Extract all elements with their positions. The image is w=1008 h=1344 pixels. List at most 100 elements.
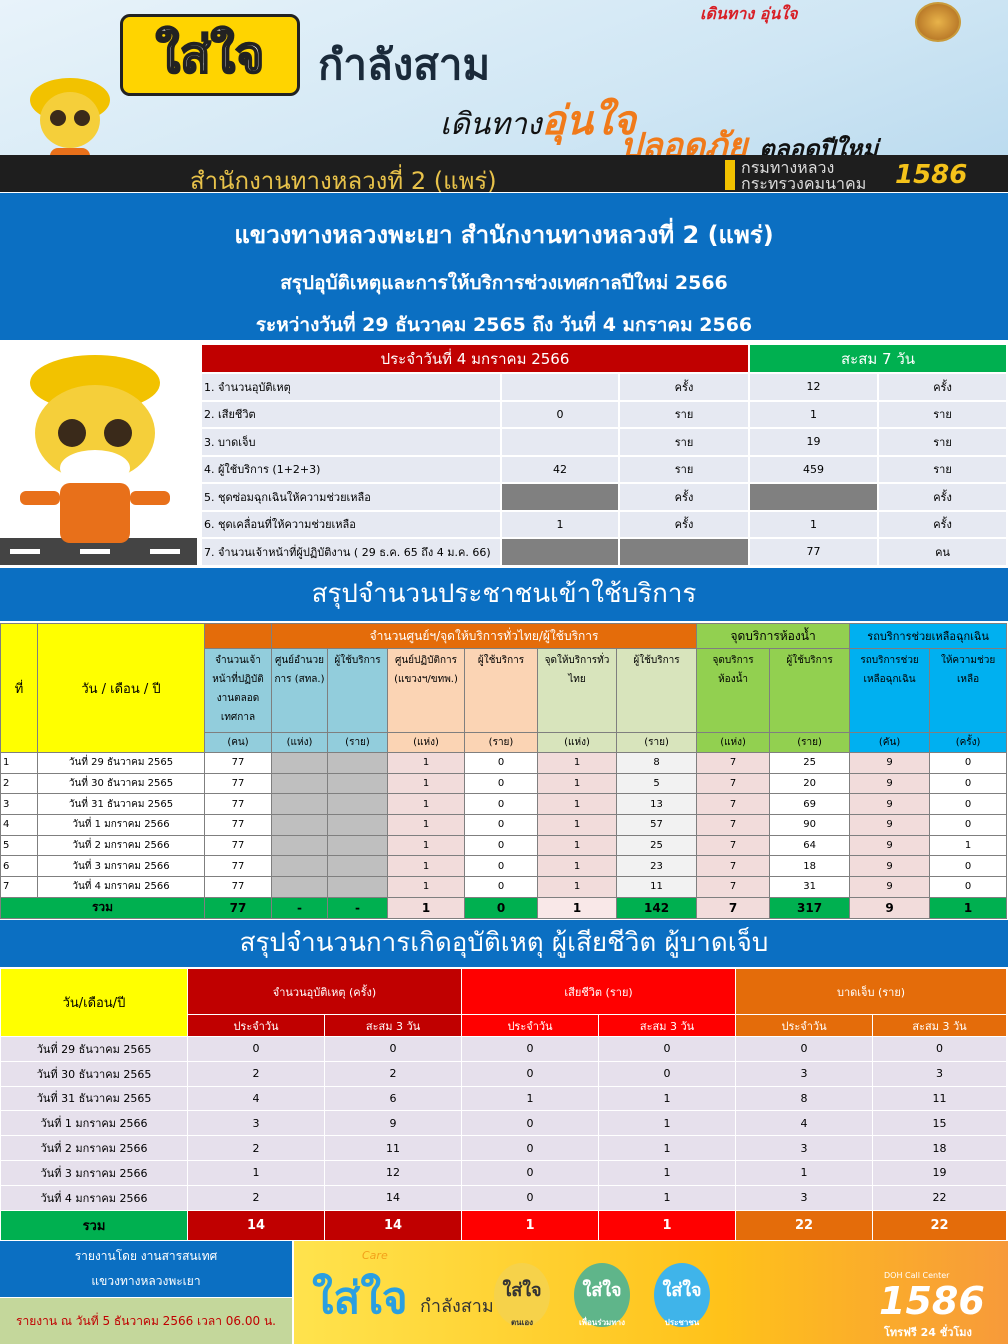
summary-daily xyxy=(500,537,620,567)
row-number: 1 xyxy=(0,752,38,774)
title-line2: สรุปอุบัติเหตุและการให้บริการช่วงเทศกาลป… xyxy=(280,272,728,294)
mascot-image xyxy=(30,78,110,188)
cell: 77 xyxy=(204,814,272,836)
summary-label: 2. เสียชีวิต xyxy=(200,399,502,429)
service-heading: สรุปจำนวนประชาชนเข้าใช้บริการ xyxy=(0,568,1008,621)
row-date: วันที่ 4 มกราคม 2566 xyxy=(37,876,205,898)
total-cell: 9 xyxy=(849,896,931,919)
cell: 1 xyxy=(387,855,465,878)
cell: 0 xyxy=(929,793,1008,816)
cell: 57 xyxy=(615,814,698,836)
reporter-line1: รายงานโดย งานสารสนเทศ xyxy=(74,1249,218,1263)
summary-daily: 1 xyxy=(500,509,620,539)
subheader: สะสม 3 วัน xyxy=(872,1014,1008,1037)
cell: 0 xyxy=(461,1036,600,1062)
cell: 0 xyxy=(929,876,1008,898)
cell: 20 xyxy=(769,772,851,795)
total-cell: 1 xyxy=(598,1209,737,1241)
circle-3-sub: ประชาชน xyxy=(664,1318,700,1327)
cell: 9 xyxy=(849,814,931,836)
total-cell: 1 xyxy=(387,896,465,919)
table-row: วันที่ 31 ธันวาคม 2565 4 6 1 1 8 11 xyxy=(0,1085,1008,1112)
cell: 1 xyxy=(537,772,617,795)
cell: 18 xyxy=(769,855,851,878)
row-date: วันที่ 31 ธันวาคม 2565 xyxy=(0,1085,188,1112)
row-date: วันที่ 1 มกราคม 2566 xyxy=(0,1110,188,1137)
cell: 77 xyxy=(204,793,272,816)
row-number: 4 xyxy=(0,814,38,836)
cell: 0 xyxy=(929,752,1008,774)
header-blank xyxy=(204,623,272,649)
total-cell: 14 xyxy=(323,1209,463,1241)
group-injuries: บาดเจ็บ (ราย) xyxy=(735,968,1008,1015)
cell: 25 xyxy=(769,752,851,774)
cell: 18 xyxy=(872,1135,1008,1161)
unit-label: (ราย) xyxy=(615,732,698,753)
total-cell: 317 xyxy=(769,896,851,919)
brand-sub: กำลังสาม xyxy=(420,1296,494,1317)
cell: 8 xyxy=(735,1085,874,1112)
accident-table: วัน/เดือน/ปี จำนวนอุบัติเหตุ (ครั้ง) เสี… xyxy=(0,968,1008,1241)
table-row: วันที่ 30 ธันวาคม 2565 2 2 0 0 3 3 xyxy=(0,1060,1008,1087)
reporter-line2: แขวงทางหลวงพะเยา xyxy=(91,1274,201,1288)
circle-1: ใส่ใจ ตนเอง xyxy=(494,1263,550,1327)
cell: 11 xyxy=(872,1085,1008,1112)
department-seal-icon xyxy=(915,2,961,42)
cell: 1 xyxy=(929,834,1008,857)
summary-row: 6. ชุดเคลื่อนที่ให้ความช่วยเหลือ 1 ครั้ง 1 ค… xyxy=(200,509,1008,539)
table-row: 3 วันที่ 31 ธันวาคม 2565 77 1 0 1 13 7 69 9 0 xyxy=(0,793,1008,816)
cell: 0 xyxy=(461,1110,600,1137)
cell: 1 xyxy=(537,876,617,898)
cell: 0 xyxy=(464,834,538,857)
row-date: วันที่ 1 มกราคม 2566 xyxy=(37,814,205,836)
summary-unit: ราย xyxy=(618,399,750,429)
subheader: ศูนย์อำนวยการ (สทล.) xyxy=(271,648,328,733)
subheader: จุดให้บริการทั่วไทย xyxy=(537,648,617,733)
summary-cum: 1 xyxy=(748,509,879,539)
table-row: 5 วันที่ 2 มกราคม 2566 77 1 0 1 25 7 64 9 1 xyxy=(0,834,1008,857)
cell: 77 xyxy=(204,834,272,857)
summary-row: 1. จำนวนอุบัติเหตุ ครั้ง 12 ครั้ง xyxy=(200,372,1008,402)
cell xyxy=(327,772,388,795)
cell: 0 xyxy=(464,876,538,898)
unit-label: (ครั้ง) xyxy=(929,732,1008,753)
unit-label: (แห่ง) xyxy=(387,732,465,753)
cell: 0 xyxy=(464,752,538,774)
reporter-box: รายงานโดย งานสารสนเทศ แขวงทางหลวงพะเยา xyxy=(0,1241,292,1297)
cell xyxy=(271,855,328,878)
brand-care: Care xyxy=(362,1249,388,1262)
summary-label: 6. ชุดเคลื่อนที่ให้ความช่วยเหลือ xyxy=(200,509,502,539)
row-date: วันที่ 2 มกราคม 2566 xyxy=(37,834,205,857)
banner-line1: กำลังสาม xyxy=(318,40,491,89)
group-rescue: รถบริการช่วยเหลือฉุกเฉิน xyxy=(849,623,1008,649)
title-line1: แขวงทางหลวงพะเยา สำนักงานทางหลวงที่ 2 (แ… xyxy=(234,221,774,249)
brand-logo: ใส่ใจ xyxy=(312,1273,408,1324)
cell: 31 xyxy=(769,876,851,898)
report-time: รายงาน ณ วันที่ 5 ธันวาคม 2566 เวลา 06.0… xyxy=(0,1298,292,1344)
cell: 77 xyxy=(204,855,272,878)
row-date: วันที่ 30 ธันวาคม 2565 xyxy=(37,772,205,795)
circle-3-label: ใส่ใจ xyxy=(662,1280,702,1301)
cell: 9 xyxy=(849,855,931,878)
summary-cum: 459 xyxy=(748,454,879,484)
cell xyxy=(271,834,328,857)
cell: 3 xyxy=(735,1184,874,1211)
cell: 1 xyxy=(537,834,617,857)
footer-hotline-sub: โทรฟรี 24 ชั่วโมง xyxy=(884,1326,972,1339)
summary-cum-unit: ครั้ง xyxy=(876,372,1008,402)
col-date: วัน / เดือน / ปี xyxy=(37,623,205,753)
summary-unit: ราย xyxy=(618,454,750,484)
cell: 0 xyxy=(461,1060,600,1087)
cell: 1 xyxy=(461,1085,600,1112)
unit-label: (แห่ง) xyxy=(537,732,617,753)
cell: 3 xyxy=(872,1060,1008,1087)
accident-heading: สรุปจำนวนการเกิดอุบัติเหตุ ผู้เสียชีวิต … xyxy=(0,920,1008,967)
cell: 4 xyxy=(735,1110,874,1137)
call-center-label: DOH Call Center xyxy=(884,1271,950,1280)
table-row: 1 วันที่ 29 ธันวาคม 2565 77 1 0 1 8 7 25 9 0 xyxy=(0,752,1008,774)
row-date: วันที่ 30 ธันวาคม 2565 xyxy=(0,1060,188,1087)
total-cell: 1 xyxy=(461,1209,600,1241)
table-row: วันที่ 29 ธันวาคม 2565 0 0 0 0 0 0 xyxy=(0,1036,1008,1062)
summary-row: 7. จำนวนเจ้าหน้าที่ผู้ปฏิบัติงาน ( 29 ธ.… xyxy=(200,537,1008,567)
col-no: ที่ xyxy=(0,623,38,753)
